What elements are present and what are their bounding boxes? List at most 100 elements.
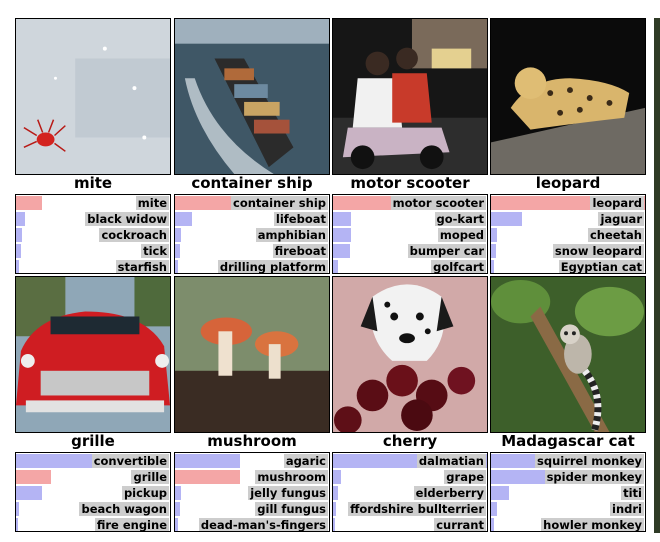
probability-bar [175,244,180,258]
prediction-row: beach wagon [16,501,170,517]
ground-truth-label: container ship [191,174,313,192]
prediction-row: howler monkey [491,517,645,531]
probability-bar [16,196,42,210]
prediction-label: leopard [590,196,644,210]
probability-bar [175,518,178,531]
prediction-row: grape [333,469,487,485]
prediction-row: black widow [16,211,170,227]
prediction-row: currant [333,517,487,532]
prediction-row: squirrel monkey [491,453,645,469]
prediction-row: convertible [16,453,170,469]
top5-predictions-panel: dalmatian grape elderberry ffordshire bullt… [332,452,488,532]
ground-truth-label: leopard [535,174,601,192]
prediction-row: cheetah [491,227,645,243]
example-photo [15,18,171,175]
prediction-label: currant [434,518,486,532]
prediction-label: moped [437,228,486,242]
probability-bar [333,518,335,531]
cropped-neighbor-image [654,18,660,533]
probability-bar [491,212,522,226]
example-photo [332,18,488,175]
prediction-row: drilling platform [175,259,329,273]
probability-bar [333,260,338,273]
prediction-row: cockroach [16,227,170,243]
example-photo [15,276,171,433]
probability-bar [333,502,336,516]
probability-bar [491,228,497,242]
ground-truth-label: mite [73,174,113,192]
probability-bar [16,260,19,273]
prediction-label: fire engine [94,518,169,532]
prediction-label: spider monkey [544,470,644,484]
prediction-label: squirrel monkey [535,454,644,468]
probability-bar [175,212,192,226]
probability-bar [16,244,21,258]
prediction-row: leopard [491,195,645,211]
prediction-row: bumper car [333,243,487,259]
prediction-row: snow leopard [491,243,645,259]
probability-bar [175,486,181,500]
prediction-label: dalmatian [416,454,486,468]
prediction-label: pickup [121,486,169,500]
prediction-row: indri [491,501,645,517]
prediction-label: convertible [91,454,169,468]
example-photo [490,18,646,175]
prediction-label: amphibian [255,228,328,242]
prediction-label: gill fungus [255,502,328,516]
prediction-label: starfish [115,260,169,274]
prediction-label: ffordshire bullterrier [348,502,486,516]
ground-truth-label: cherry [382,432,438,450]
probability-bar [16,228,22,242]
prediction-row: mite [16,195,170,211]
example-photo [332,276,488,433]
prediction-label: go-kart [434,212,486,226]
prediction-row: starfish [16,259,170,274]
prediction-label: grape [444,470,486,484]
prediction-row: dalmatian [333,453,487,469]
probability-bar [175,260,178,273]
prediction-label: fireboat [272,244,328,258]
prediction-row: elderberry [333,485,487,501]
probability-bar [175,454,240,468]
probability-bar [333,470,341,484]
top5-predictions-panel: agaric mushroom jelly fungus gill fungus dea… [174,452,330,532]
top5-predictions-panel: convertible grille pickup beach wagon fire e… [15,452,171,532]
prediction-row: grille [16,469,170,485]
example-photo [174,276,330,433]
prediction-label: container ship [231,196,328,210]
prediction-label: titi [621,486,644,500]
probability-bar [175,470,240,484]
probability-bar [333,244,350,258]
prediction-label: indri [610,502,644,516]
top5-predictions-panel: container ship lifeboat amphibian fireboat d… [174,194,330,274]
probability-bar [175,228,181,242]
probability-bar [491,502,497,516]
prediction-row: amphibian [175,227,329,243]
probability-bar [175,502,180,516]
prediction-row: jaguar [491,211,645,227]
prediction-row: ffordshire bullterrier [333,501,487,517]
ground-truth-label: mushroom [207,432,297,450]
prediction-label: cheetah [587,228,644,242]
prediction-label: elderberry [413,486,486,500]
prediction-row: moped [333,227,487,243]
prediction-label: black widow [85,212,169,226]
prediction-label: motor scooter [390,196,486,210]
prediction-row: agaric [175,453,329,469]
top5-predictions-panel: leopard jaguar cheetah snow leopard Egyptian… [490,194,646,274]
prediction-label: jaguar [598,212,644,226]
prediction-label: mite [135,196,169,210]
prediction-row: container ship [175,195,329,211]
prediction-label: Egyptian cat [558,260,644,274]
prediction-label: snow leopard [552,244,644,258]
top5-predictions-panel: mite black widow cockroach tick starfish [15,194,171,274]
probability-bar [16,486,42,500]
prediction-row: gill fungus [175,501,329,517]
prediction-label: golfcart [431,260,486,274]
prediction-row: Egyptian cat [491,259,645,274]
prediction-row: dead-man's-fingers [175,517,329,531]
ground-truth-label: grille [71,432,115,450]
prediction-row: jelly fungus [175,485,329,501]
probability-bar [333,486,338,500]
